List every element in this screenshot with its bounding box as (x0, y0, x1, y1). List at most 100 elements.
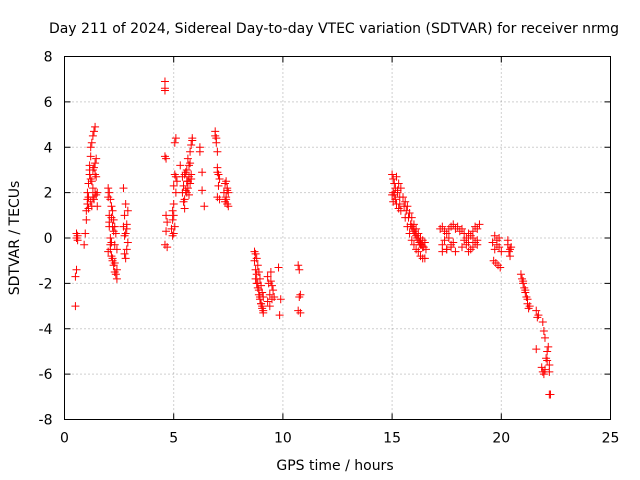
data-point (106, 234, 115, 242)
data-point (122, 245, 131, 254)
data-point (213, 193, 222, 202)
y-tick-label: 6 (44, 95, 53, 111)
data-point (544, 342, 553, 351)
data-point (110, 222, 119, 231)
data-point (436, 224, 445, 233)
data-point (263, 272, 272, 281)
data-point (252, 254, 261, 263)
data-point (449, 220, 458, 229)
data-point (489, 256, 498, 265)
data-point (123, 206, 132, 215)
data-point (519, 277, 528, 286)
data-point (522, 292, 531, 301)
data-point (497, 247, 506, 256)
data-point (182, 165, 191, 174)
data-point (183, 177, 192, 186)
data-point (170, 138, 179, 147)
data-point (270, 292, 279, 301)
data-point (265, 302, 274, 311)
data-point (420, 238, 429, 247)
data-point (73, 231, 82, 240)
chart-title: Day 211 of 2024, Sidereal Day-to-day VTE… (49, 21, 619, 37)
data-points (71, 77, 555, 399)
data-point (180, 195, 189, 204)
data-point (195, 147, 204, 156)
data-point (168, 231, 177, 240)
data-point (442, 245, 451, 254)
data-point (85, 165, 94, 174)
data-point (105, 218, 114, 227)
data-point (121, 254, 130, 263)
data-point (533, 313, 542, 322)
data-point (275, 311, 284, 320)
data-point (540, 365, 549, 374)
x-tick-label: 20 (492, 431, 510, 447)
data-point (222, 195, 231, 204)
data-point (108, 206, 117, 215)
data-point (524, 304, 533, 313)
data-point (440, 236, 449, 245)
data-point (545, 361, 554, 370)
data-point (496, 263, 505, 272)
data-point (104, 193, 113, 202)
data-point (120, 249, 129, 258)
data-point (543, 347, 552, 356)
data-point (546, 390, 555, 399)
y-tick-labels: -8 -6 -4 -2 0 2 4 6 8 (39, 50, 53, 429)
data-point (518, 274, 527, 283)
x-tick-label: 10 (274, 431, 292, 447)
data-point (169, 229, 178, 238)
data-point (93, 188, 102, 197)
data-point (172, 177, 181, 186)
data-point (266, 268, 275, 277)
data-point (462, 240, 471, 249)
data-point (471, 238, 480, 247)
data-point (213, 147, 222, 156)
data-point (171, 134, 180, 143)
data-point (251, 249, 260, 258)
data-point (106, 195, 115, 204)
data-point (503, 236, 512, 245)
data-point (91, 159, 100, 168)
data-point (186, 159, 195, 168)
data-point (391, 195, 400, 204)
data-point (534, 311, 543, 320)
data-point (88, 184, 97, 193)
data-point (224, 202, 233, 211)
data-point (83, 188, 92, 197)
data-point (121, 199, 130, 208)
data-point (111, 229, 120, 238)
data-point (444, 234, 453, 242)
data-point (412, 231, 421, 240)
data-point (187, 170, 196, 179)
data-point (395, 199, 404, 208)
y-tick-label: 4 (44, 140, 53, 156)
data-point (473, 224, 482, 233)
data-point (198, 186, 207, 195)
data-point (405, 209, 414, 218)
data-point (179, 181, 188, 190)
data-point (409, 227, 418, 236)
data-point (274, 263, 283, 272)
data-point (294, 261, 303, 270)
data-point (420, 254, 429, 263)
data-point (538, 317, 547, 326)
data-point (123, 238, 132, 247)
data-point (475, 220, 484, 229)
data-point (72, 265, 81, 274)
data-point (545, 367, 554, 376)
data-point (525, 302, 534, 311)
data-point (438, 240, 447, 249)
data-point (403, 202, 412, 211)
data-point (107, 202, 116, 211)
data-point (91, 122, 100, 131)
data-point (122, 224, 131, 233)
data-point (267, 281, 276, 290)
data-point (163, 243, 172, 252)
data-point (471, 222, 480, 231)
y-tick-label: 8 (44, 50, 53, 66)
data-point (108, 254, 117, 263)
data-point (169, 181, 178, 190)
data-point (464, 247, 473, 256)
data-point (523, 295, 532, 304)
